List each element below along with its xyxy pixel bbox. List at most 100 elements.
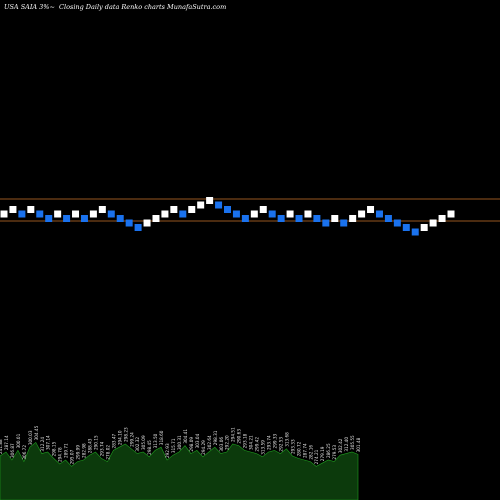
renko-brick-down xyxy=(393,219,401,227)
volume-label: 299.42 xyxy=(255,437,260,452)
volume-label: 294.51 xyxy=(231,427,236,442)
renko-brick-down xyxy=(295,215,303,222)
renko-brick-up xyxy=(250,210,258,218)
volume-label: 313.68 xyxy=(284,432,289,447)
volume-label: 294.29 xyxy=(201,440,206,455)
renko-brick-down xyxy=(125,219,133,227)
chart-header: USA SAIA 3%~ Closing Daily data Renko ch… xyxy=(4,3,228,11)
renko-brick-down xyxy=(80,215,88,222)
renko-brick-down xyxy=(402,224,410,231)
volume-label: 300.31 xyxy=(177,435,182,450)
volume-label: 318.60 xyxy=(159,430,164,445)
volume-label: 313.50 xyxy=(153,433,158,448)
volume-label: 294.78 xyxy=(58,447,63,462)
volume-label: 289.71 xyxy=(64,443,69,458)
volume-label: 306.87 xyxy=(10,443,15,458)
renko-brick-up xyxy=(349,215,357,222)
renko-brick-down xyxy=(36,210,44,218)
renko-brick-up xyxy=(152,215,160,222)
renko-brick-up xyxy=(0,210,8,218)
renko-brick-up xyxy=(9,206,17,213)
volume-label: 279.53 xyxy=(332,445,337,460)
renko-brick-down xyxy=(384,215,392,222)
volume-label: 300.01 xyxy=(16,433,21,448)
renko-brick-up xyxy=(206,197,214,204)
renko-brick-up xyxy=(161,210,169,218)
volume-label: 241.88 xyxy=(0,439,3,454)
renko-brick-down xyxy=(179,210,187,218)
volume-label: 286.25 xyxy=(326,443,331,458)
volume-label: 293.74 xyxy=(99,441,104,456)
renko-brick-up xyxy=(259,206,267,213)
volume-label: 301.48 xyxy=(356,437,361,452)
volume-label: 299.33 xyxy=(273,433,278,448)
volume-label: 303.06 xyxy=(219,437,224,452)
volume-label: 282.98 xyxy=(82,443,87,458)
volume-label: 298.45 xyxy=(147,440,152,455)
renko-brick-down xyxy=(322,219,330,227)
renko-brick-down xyxy=(313,215,321,222)
volume-label: 306.72 xyxy=(22,445,27,460)
renko-brick-down xyxy=(232,210,240,218)
renko-brick-up xyxy=(89,210,97,218)
renko-brick-up xyxy=(98,206,106,213)
renko-brick-down xyxy=(45,215,53,222)
volume-label: 288.43 xyxy=(88,438,93,453)
renko-brick-up xyxy=(420,224,428,231)
volume-label: 283.47 xyxy=(111,433,116,448)
renko-brick-down xyxy=(375,210,383,218)
volume-label: 307.14 xyxy=(46,435,51,450)
renko-brick-up xyxy=(358,210,366,218)
renko-brick-up xyxy=(438,215,446,222)
volume-label: 293.18 xyxy=(243,433,248,448)
renko-brick-down xyxy=(411,228,419,236)
renko-brick-down xyxy=(277,215,285,222)
renko-brick-up xyxy=(54,210,62,218)
renko-brick-down xyxy=(340,219,348,227)
renko-brick-down xyxy=(107,210,115,218)
renko-brick-up xyxy=(286,210,294,218)
volume-label: 292.20 xyxy=(225,435,230,450)
volume-label: 290.15 xyxy=(94,435,99,450)
volume-label: 302.64 xyxy=(207,435,212,450)
renko-brick-up xyxy=(72,210,80,218)
volume-label: 295.07 xyxy=(70,449,75,464)
volume-label: 313.59 xyxy=(261,440,266,455)
volume-label: 302.42 xyxy=(338,438,343,453)
volume-label: 293.33 xyxy=(290,439,295,454)
renko-brick-up xyxy=(170,206,178,213)
renko-brick-down xyxy=(241,215,249,222)
renko-brick-down xyxy=(63,215,71,222)
volume-label: 280.72 xyxy=(296,441,301,456)
renko-brick-down xyxy=(224,206,231,213)
renko-brick-up xyxy=(188,206,196,213)
volume-label: 304.45 xyxy=(34,425,39,440)
volume-label: 300.03 xyxy=(28,430,33,445)
volume-label: 298.31 xyxy=(213,430,218,445)
renko-brick-down xyxy=(116,215,124,222)
renko-brick-down xyxy=(134,224,142,231)
volume-label: 287.74 xyxy=(302,443,307,458)
renko-brick-up xyxy=(331,215,339,222)
volume-label: 293.74 xyxy=(267,435,272,450)
renko-brick-up xyxy=(447,210,455,218)
chart-subtitle: Closing Daily data Renko charts MunafaSu… xyxy=(59,3,227,11)
volume-label: 290.63 xyxy=(237,429,242,444)
renko-brick-up xyxy=(27,206,35,213)
volume-label: 299.99 xyxy=(76,445,81,460)
volume-label: 299.24 xyxy=(129,432,134,447)
renko-brick-down xyxy=(18,210,26,218)
volume-label: 298.15 xyxy=(52,441,57,456)
volume-label: 303.04 xyxy=(195,433,200,448)
renko-brick-down xyxy=(215,201,223,209)
volume-label: 292.93 xyxy=(165,443,170,458)
volume-label: 274.21 xyxy=(314,449,319,464)
renko-brick-up xyxy=(143,219,151,227)
volume-area xyxy=(0,441,359,500)
renko-brick-up xyxy=(304,210,312,218)
volume-label: 278.02 xyxy=(105,445,110,460)
volume-label: 305.55 xyxy=(350,435,355,450)
renko-brick-down xyxy=(268,210,276,218)
volume-label: 294.10 xyxy=(117,430,122,445)
